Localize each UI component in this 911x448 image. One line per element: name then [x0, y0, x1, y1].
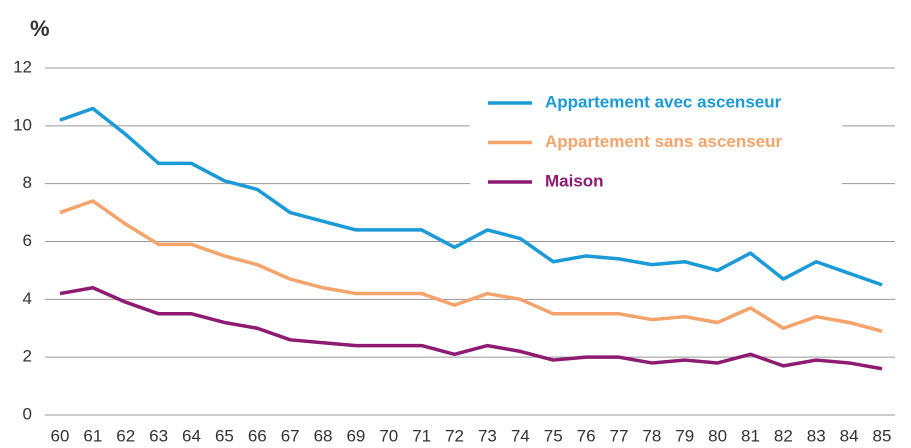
x-tick-label: 85	[873, 426, 892, 445]
x-tick-label: 75	[544, 426, 563, 445]
x-tick-label: 74	[511, 426, 530, 445]
x-tick-label: 60	[51, 426, 70, 445]
y-tick-label: 2	[23, 347, 32, 366]
x-tick-label: 63	[149, 426, 168, 445]
series-line	[59, 199, 883, 333]
x-tick-label: 83	[807, 426, 826, 445]
x-tick-label: 68	[314, 426, 333, 445]
x-tick-label: 73	[478, 426, 497, 445]
x-tick-label: 66	[248, 426, 267, 445]
x-tick-label: 70	[379, 426, 398, 445]
x-tick-label: 64	[182, 426, 201, 445]
legend-label: Maison	[545, 171, 604, 190]
y-tick-label: 0	[23, 404, 32, 423]
legend-label: Appartement sans ascenseur	[545, 132, 783, 151]
x-tick-label: 71	[412, 426, 431, 445]
y-tick-label: 10	[13, 115, 32, 134]
x-tick-label: 67	[281, 426, 300, 445]
x-tick-label: 61	[83, 426, 102, 445]
x-tick-label: 72	[445, 426, 464, 445]
x-tick-label: 80	[708, 426, 727, 445]
x-tick-label: 65	[215, 426, 234, 445]
x-tick-label: 78	[642, 426, 661, 445]
y-axis-label: %	[30, 16, 50, 41]
y-tick-label: 8	[23, 173, 32, 192]
x-tick-label: 76	[577, 426, 596, 445]
y-tick-label: 4	[23, 289, 32, 308]
x-tick-label: 82	[774, 426, 793, 445]
series-line	[59, 106, 883, 287]
y-tick-label: 6	[23, 231, 32, 250]
x-tick-label: 62	[116, 426, 135, 445]
x-tick-label: 81	[741, 426, 760, 445]
x-tick-label: 79	[675, 426, 694, 445]
y-tick-label: 12	[13, 57, 32, 76]
x-tick-label: 69	[346, 426, 365, 445]
legend-label: Appartement avec ascenseur	[545, 92, 782, 111]
x-tick-label: 77	[609, 426, 628, 445]
x-tick-label: 84	[840, 426, 859, 445]
series-line	[59, 286, 883, 371]
